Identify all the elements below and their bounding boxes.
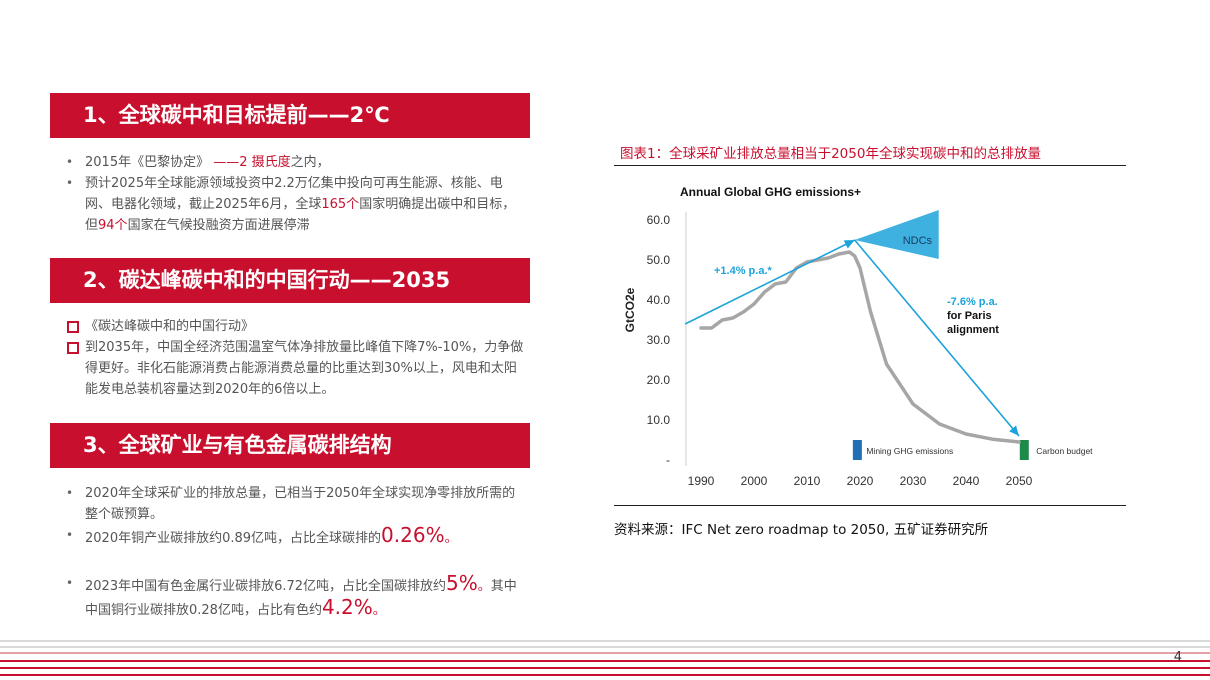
list-item-text: 之内， <box>290 155 330 170</box>
emissions-curve <box>699 250 1021 444</box>
page-number: 4 <box>1173 650 1182 665</box>
chart-series <box>699 250 1021 444</box>
chart-annotations: +1.4% p.a.* NDCs -7.6% p.a. for Paris alignm… <box>714 235 999 336</box>
y-tick-label: 40.0 <box>647 293 671 307</box>
chart-annotation: for Paris <box>947 310 992 322</box>
trend-arrow-head <box>843 240 855 249</box>
y-axis-ticks: 60.0 50.0 40.0 30.0 20.0 10.0 - <box>647 213 671 467</box>
list-item-text: 4.2% <box>321 595 373 619</box>
section-1-header: 1、全球碳中和目标提前——2℃ <box>50 93 530 138</box>
legend-label: Carbon budget <box>1036 446 1093 456</box>
list-item: 预计2025年全球能源领域投资中2.2万亿集中投向可再生能源、核能、电网、电器化… <box>66 173 528 236</box>
chart-annotation: -7.6% p.a. <box>947 296 998 308</box>
x-axis-ticks: 1990 2000 2010 2020 2030 2040 2050 <box>688 474 1033 488</box>
list-item-text: 到2035年，中国全经济范围温室气体净排放量比峰值下降7%-10%，力争做得更好… <box>85 340 524 397</box>
list-item-text: 国家明确提出碳中和目标，但 <box>85 197 516 233</box>
list-item: 到2035年，中国全经济范围温室气体净排放量比峰值下降7%-10%，力争做得更好… <box>66 337 528 400</box>
list-item: 2015年《巴黎协定》 ——2 摄氏度之内， <box>66 152 528 173</box>
figure-caption: 图表1：全球采矿业排放总量相当于2050年全球实现碳中和的总排放量 <box>620 146 1041 162</box>
list-item-text: 94个 <box>98 218 128 233</box>
section-2-header: 2、碳达峰碳中和的中国行动——2035 <box>50 258 530 303</box>
figure-top-rule <box>614 165 1126 166</box>
list-item: 《碳达峰碳中和的中国行动》 <box>66 316 528 337</box>
trend-arrow-line <box>684 239 856 325</box>
list-item-text: 《碳达峰碳中和的中国行动》 <box>85 319 255 334</box>
y-tick-label: 10.0 <box>647 413 671 427</box>
trend-arrow-head <box>1009 425 1019 436</box>
trend-arrows <box>684 239 1020 437</box>
ndcs-cone <box>854 210 939 259</box>
list-item-text: 其中中国铜行业碳排放0.28亿吨，占比有色约 <box>85 579 517 618</box>
list-item-text: ——2 摄氏度 <box>213 155 291 170</box>
list-item-text: 2020年全球采矿业的排放总量，已相当于2050年全球实现净零排放所需的整个碳预… <box>85 486 516 522</box>
ghg-emissions-chart: Annual Global GHG emissions+ GtCO2e 60.0… <box>623 185 1093 488</box>
y-tick-label: 20.0 <box>647 373 671 387</box>
x-tick-label: 2050 <box>1006 474 1033 488</box>
y-tick-label: 30.0 <box>647 333 671 347</box>
list-item-text: 。 <box>477 579 491 594</box>
x-tick-label: 1990 <box>688 474 715 488</box>
y-tick-label: 50.0 <box>647 253 671 267</box>
trend-arrow-line <box>854 239 1020 437</box>
list-item-text: 2023年中国有色金属行业碳排放6.72亿吨，占比全国碳排放约 <box>85 579 447 594</box>
chart-bar <box>852 440 862 460</box>
section-2-list: 《碳达峰碳中和的中国行动》到2035年，中国全经济范围温室气体净排放量比峰值下降… <box>66 316 528 400</box>
x-tick-label: 2020 <box>847 474 874 488</box>
list-item-text: 165个 <box>321 197 360 212</box>
list-item-text: 0.26% <box>381 523 445 547</box>
y-tick-label: 60.0 <box>647 213 671 227</box>
figure-bottom-rule <box>614 505 1126 506</box>
section-3-header: 3、全球矿业与有色金属碳排结构 <box>50 423 530 468</box>
y-tick-label: - <box>666 453 670 467</box>
footer-stripes <box>0 638 1210 680</box>
x-tick-label: 2040 <box>953 474 980 488</box>
list-item: 2020年全球采矿业的排放总量，已相当于2050年全球实现净零排放所需的整个碳预… <box>66 483 528 525</box>
list-item-text: 国家在气候投融资方面进展停滞 <box>127 218 310 233</box>
list-item-text: 5% <box>446 571 478 595</box>
chart-bar <box>1019 440 1029 460</box>
list-item-text: 。 <box>372 603 386 618</box>
x-tick-label: 2010 <box>794 474 821 488</box>
x-tick-label: 2030 <box>900 474 927 488</box>
list-item-text: 2015年《巴黎协定》 <box>85 155 214 170</box>
list-item-text: 。 <box>444 531 458 546</box>
chart-annotation: alignment <box>947 324 999 336</box>
chart-annotation: NDCs <box>903 235 933 247</box>
chart-bars <box>852 440 1029 460</box>
chart-title: Annual Global GHG emissions+ <box>680 185 861 199</box>
list-item: 2020年铜产业碳排放约0.89亿吨，占比全球碳排的0.26%。 <box>66 525 528 549</box>
section-1-list: 2015年《巴黎协定》 ——2 摄氏度之内， 预计2025年全球能源领域投资中2.… <box>66 152 528 236</box>
figure-source: 资料来源：IFC Net zero roadmap to 2050, 五矿证券研… <box>614 522 989 538</box>
chart-annotation: +1.4% p.a.* <box>714 265 773 277</box>
list-item: 2023年中国有色金属行业碳排放6.72亿吨，占比全国碳排放约5%。其中中国铜行… <box>66 573 528 621</box>
chart-legend: Mining GHG emissions Carbon budget <box>866 446 1093 456</box>
list-item-text: 2020年铜产业碳排放约0.89亿吨，占比全球碳排的 <box>85 531 382 546</box>
section-3-list: 2020年全球采矿业的排放总量，已相当于2050年全球实现净零排放所需的整个碳预… <box>66 483 528 621</box>
legend-label: Mining GHG emissions <box>866 446 953 456</box>
y-axis-label: GtCO2e <box>623 287 637 332</box>
list-item-text: 预计2025年全球能源领域投资中2.2万亿集中投向可再生能源、核能、电网、电器化… <box>85 176 503 212</box>
x-tick-label: 2000 <box>741 474 768 488</box>
